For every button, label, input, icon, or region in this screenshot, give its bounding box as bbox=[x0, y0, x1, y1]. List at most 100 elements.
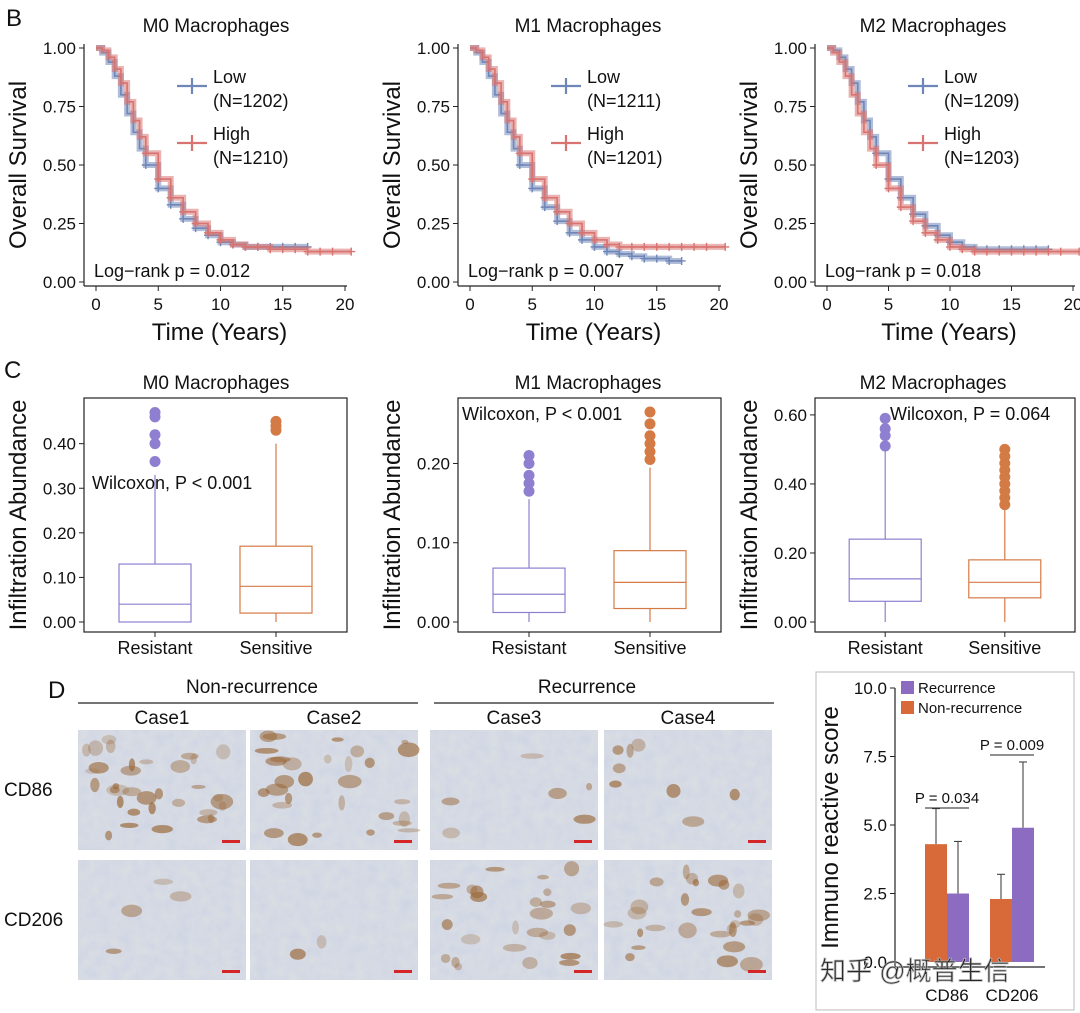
ihc-image-texture bbox=[78, 860, 246, 980]
ihc-stain-blob bbox=[729, 788, 740, 801]
ihc-stain-blob bbox=[609, 780, 622, 788]
ihc-stain-blob bbox=[520, 753, 544, 759]
ihc-stain-blob bbox=[282, 757, 302, 771]
box-y-tick-label: 0.00 bbox=[43, 613, 76, 632]
km-censor-mark bbox=[721, 242, 730, 251]
box-title: M2 Macrophages bbox=[860, 373, 1007, 394]
box-y-tick-label: 0.60 bbox=[774, 406, 807, 425]
ihc-stain-blob bbox=[154, 788, 163, 800]
box-y-tick-label: 0.20 bbox=[43, 524, 76, 543]
ihc-stain-blob bbox=[210, 793, 234, 810]
irs-pvalue-annotation: P = 0.034 bbox=[915, 790, 979, 807]
km-x-tick-label: 15 bbox=[647, 295, 666, 314]
ihc-stain-blob bbox=[101, 734, 117, 745]
km-censor-mark bbox=[278, 245, 287, 254]
ihc-stain-blob bbox=[441, 797, 460, 806]
km-censor-mark bbox=[1075, 247, 1080, 256]
km-legend-name: Low bbox=[944, 67, 978, 87]
ihc-stain-blob bbox=[529, 907, 553, 920]
km-censor-mark bbox=[291, 245, 300, 254]
ihc-stain-blob bbox=[105, 739, 116, 754]
box-y-tick-label: 0.20 bbox=[417, 454, 450, 473]
km-legend-name: High bbox=[944, 124, 981, 144]
km-censor-mark bbox=[652, 242, 661, 251]
ihc-stain-blob bbox=[90, 777, 100, 793]
km-censor-mark bbox=[179, 214, 188, 223]
km-censor-mark bbox=[141, 161, 150, 169]
ihc-stain-blob bbox=[630, 899, 649, 915]
ihc-stain-blob bbox=[139, 759, 154, 765]
km-y-axis-label: Overall Survival bbox=[736, 81, 763, 249]
km-legend-n: (N=1201) bbox=[587, 148, 663, 168]
ihc-scale-bar bbox=[222, 840, 240, 843]
km-legend-swatch bbox=[551, 78, 581, 94]
ihc-stain-blob bbox=[212, 793, 224, 802]
km-censor-mark bbox=[515, 149, 524, 158]
km-x-tick-label: 20 bbox=[336, 295, 355, 314]
km-chart-1: M1 Macrophages 0.00 0.25 0.50 0.75 1.00 0 5 10 15… bbox=[379, 16, 730, 346]
km-chart-0: M0 Macrophages 0.00 0.25 0.50 0.75 1.00 0 5 10 15… bbox=[5, 16, 356, 346]
km-censor-mark bbox=[141, 149, 150, 158]
irs-y-tick-label: 5.0 bbox=[863, 816, 887, 835]
ihc-stain-blob bbox=[526, 927, 549, 938]
ihc-stain-blob bbox=[716, 955, 739, 968]
km-censor-mark bbox=[191, 219, 200, 228]
box-y-axis-label: Infiltration Abundance bbox=[5, 400, 32, 631]
box-outlier-point bbox=[644, 418, 656, 430]
ihc-stain-blob bbox=[344, 756, 353, 772]
km-censor-mark bbox=[154, 175, 163, 184]
box-plot-frame bbox=[83, 397, 348, 633]
box-y-tick-label: 0.40 bbox=[43, 435, 76, 454]
box-outlier-point bbox=[644, 438, 656, 450]
case-label: Case3 bbox=[487, 708, 542, 729]
ihc-stain-blob bbox=[88, 740, 104, 756]
km-x-tick-label: 0 bbox=[465, 295, 474, 314]
km-censor-mark bbox=[204, 228, 213, 237]
ihc-stain-blob bbox=[85, 768, 100, 774]
watermark: 知乎 @概普生信 bbox=[820, 956, 1010, 986]
ihc-stain-blob bbox=[259, 730, 278, 743]
km-y-tick-label: 0.25 bbox=[774, 215, 807, 234]
ihc-stain-blob bbox=[612, 745, 624, 755]
box-outlier-point bbox=[999, 443, 1011, 455]
ihc-stain-blob bbox=[451, 956, 460, 968]
km-y-tick-label: 0.25 bbox=[43, 215, 76, 234]
ihc-stain-blob bbox=[257, 788, 270, 797]
km-y-tick-label: 1.00 bbox=[417, 39, 450, 58]
km-title: M1 Macrophages bbox=[515, 16, 662, 37]
ihc-stain-blob bbox=[364, 757, 375, 769]
km-y-tick-label: 0.00 bbox=[774, 273, 807, 292]
km-y-tick-label: 0.50 bbox=[43, 156, 76, 175]
box-chart-1: M1 Macrophages 0.00 0.10 0.20 Infiltration A… bbox=[379, 373, 722, 658]
ihc-stain-blob bbox=[274, 775, 295, 789]
box-wilcoxon-annotation: Wilcoxon, P < 0.001 bbox=[92, 473, 252, 493]
ihc-stain-blob bbox=[121, 904, 143, 918]
ihc-stain-blob bbox=[366, 829, 375, 836]
km-censor-mark bbox=[216, 235, 225, 244]
box-title: M1 Macrophages bbox=[515, 373, 662, 394]
km-censor-mark bbox=[578, 228, 587, 237]
ihc-stain-blob bbox=[710, 930, 732, 938]
ihc-stain-blob bbox=[323, 754, 332, 764]
km-y-tick-label: 0.00 bbox=[43, 273, 76, 292]
ihc-stain-blob bbox=[199, 809, 218, 817]
km-censor-mark bbox=[166, 200, 175, 209]
ihc-stain-blob bbox=[440, 953, 451, 963]
irs-y-tick-label: 7.5 bbox=[863, 748, 887, 767]
box-y-axis-label: Infiltration Abundance bbox=[379, 400, 406, 631]
km-censor-mark bbox=[615, 242, 624, 251]
ihc-stain-blob bbox=[254, 747, 279, 754]
km-censor-mark bbox=[515, 161, 524, 169]
box-y-tick-label: 0.20 bbox=[774, 544, 807, 563]
box-iqr bbox=[492, 567, 566, 614]
km-x-tick-label: 20 bbox=[1064, 295, 1080, 314]
ihc-stain-blob bbox=[105, 948, 122, 954]
km-x-tick-label: 15 bbox=[1002, 295, 1021, 314]
ihc-scale-bar bbox=[394, 840, 412, 843]
km-censor-mark bbox=[640, 242, 649, 251]
km-censor-mark bbox=[946, 242, 954, 251]
km-censor-mark bbox=[909, 217, 918, 226]
irs-legend-label: Recurrence bbox=[918, 680, 996, 697]
km-censor-mark bbox=[677, 256, 686, 265]
km-censor-mark bbox=[166, 193, 175, 202]
